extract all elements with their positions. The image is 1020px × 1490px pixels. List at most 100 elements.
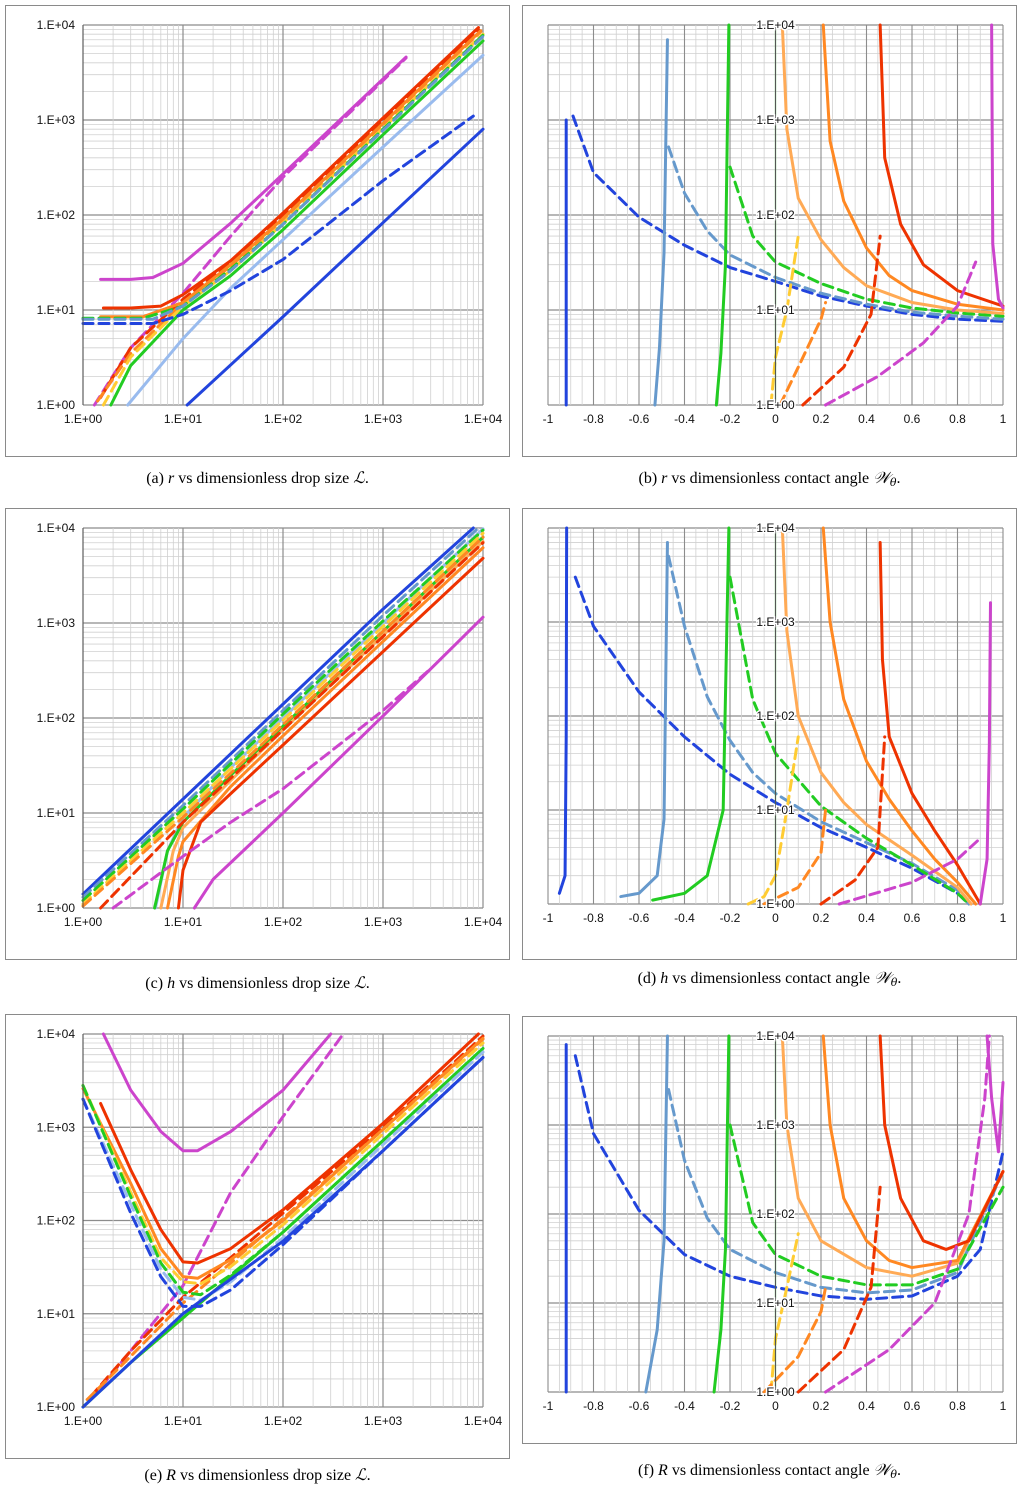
x-tick-label: 1.E+01	[164, 412, 203, 426]
x-tick-label: 0.6	[904, 1399, 921, 1413]
series-line-f-9	[762, 1285, 828, 1394]
series-line-c-9	[99, 541, 485, 910]
x-tick-label: 0.4	[858, 412, 875, 426]
series-line-c-1	[81, 526, 480, 899]
caption-b-label: (b)	[638, 470, 658, 487]
x-tick-label: 1.E+01	[164, 1414, 203, 1428]
x-tick-label: 0.8	[949, 1399, 966, 1413]
caption-c-end: .	[365, 975, 370, 992]
series-line-f-1	[573, 1054, 1005, 1301]
y-tick-label: 1.E+01	[756, 1296, 795, 1310]
chart-a: 1.E+00 1.E+01 1.E+02 1.E+03 1.E+04 1.E+00 1.E+…	[5, 5, 510, 457]
series-line-c-0	[81, 526, 475, 896]
x-tick-label: 0.2	[813, 1399, 830, 1413]
series-line-f-12	[985, 1034, 1005, 1154]
x-tick-label: 0.8	[949, 911, 966, 925]
series-line-c-10	[176, 556, 485, 910]
x-tick-label: 1.E+02	[264, 915, 303, 929]
chart-c: 1.E+00 1.E+01 1.E+02 1.E+03 1.E+04 1.E+00 1.E+…	[5, 508, 510, 960]
y-tick-label: 1.E+00	[37, 398, 76, 412]
x-tick-label: 1.E+00	[64, 412, 103, 426]
y-tick-label: 1.E+03	[756, 1118, 795, 1132]
caption-c: (c) h vs dimensionless drop size ℒ.	[5, 973, 510, 993]
chart-panel-d: 1.E+00 1.E+01 1.E+02 1.E+03 1.E+04 -1 -0.8 -0.6…	[522, 508, 1017, 960]
caption-b: (b) r vs dimensionless contact angle 𝒲θ.	[522, 468, 1017, 489]
y-tick-label: 1.E+02	[756, 208, 795, 222]
x-tick-label: -0.6	[629, 412, 650, 426]
y-tick-label: 1.E+01	[37, 1307, 76, 1321]
series-line-e-0	[101, 1032, 333, 1153]
series-line-d-0	[557, 526, 569, 895]
series-line-e-3	[89, 1034, 485, 1398]
series-line-b-5	[728, 165, 1005, 318]
y-tick-label: 1.E+03	[756, 113, 795, 127]
caption-f-label: (f)	[638, 1462, 655, 1479]
series-line-b-3	[667, 145, 1005, 321]
y-tick-label: 1.E+04	[37, 1027, 76, 1041]
caption-d: (d) h vs dimensionless contact angle 𝒲θ.	[522, 968, 1017, 989]
x-tick-label: -1	[543, 412, 554, 426]
x-tick-label: -0.8	[583, 911, 604, 925]
tick-labels: 1.E+00 1.E+01 1.E+02 1.E+03 1.E+04 1.E+00 1.E+…	[37, 1027, 503, 1428]
caption-e-end: .	[366, 1467, 371, 1484]
tick-labels: 1.E+00 1.E+01 1.E+02 1.E+03 1.E+04 1.E+00 1.E+…	[37, 521, 503, 929]
series-line-a-12	[81, 114, 475, 326]
chart-panel-a: 1.E+00 1.E+01 1.E+02 1.E+03 1.E+04 1.E+00 1.E+…	[5, 5, 510, 457]
caption-c-var: h	[167, 975, 176, 992]
caption-d-var: h	[660, 970, 669, 987]
x-tick-label: 1	[1000, 1399, 1007, 1413]
caption-b-var: r	[661, 470, 668, 487]
caption-f-var: R	[658, 1462, 668, 1479]
series-line-f-2	[644, 1034, 669, 1394]
series-line-b-7	[780, 23, 1005, 315]
series-group	[564, 23, 1005, 407]
chart-panel-b: 1.E+00 1.E+01 1.E+02 1.E+03 1.E+04 -1 -0.8 -0.6…	[522, 5, 1017, 457]
y-tick-label: 1.E+02	[37, 711, 76, 725]
x-tick-label: 1.E+03	[364, 412, 403, 426]
chart-frame	[522, 508, 1017, 960]
series-line-d-2	[619, 541, 669, 899]
chart-e: 1.E+00 1.E+01 1.E+02 1.E+03 1.E+04 1.E+00 1.E+…	[5, 1014, 510, 1459]
y-tick-label: 1.E+04	[37, 18, 76, 32]
chart-f: 1.E+00 1.E+01 1.E+02 1.E+03 1.E+04 -1 -0.8 -0.6…	[522, 1016, 1017, 1444]
series-line-d-5	[728, 575, 971, 906]
caption-f-text: vs dimensionless contact angle	[671, 1462, 870, 1479]
series-line-b-6	[769, 234, 800, 407]
caption-b-symbol: 𝒲	[873, 468, 890, 487]
x-tick-label: -1	[543, 911, 554, 925]
y-tick-label: 1.E+02	[756, 709, 795, 723]
series-line-f-6	[769, 1232, 800, 1394]
series-group	[81, 1032, 485, 1409]
y-tick-label: 1.E+03	[37, 616, 76, 630]
series-line-c-3	[81, 528, 485, 902]
y-tick-label: 1.E+04	[756, 18, 795, 32]
chart-panel-c: 1.E+00 1.E+01 1.E+02 1.E+03 1.E+04 1.E+00 1.E+…	[5, 508, 510, 960]
series-line-c-12	[192, 615, 485, 910]
caption-f-symbol: 𝒲	[873, 1460, 891, 1479]
chart-panel-e: 1.E+00 1.E+01 1.E+02 1.E+03 1.E+04 1.E+00 1.E+…	[5, 1014, 510, 1459]
caption-c-symbol: ℒ	[354, 973, 366, 992]
series-line-b-11	[801, 234, 882, 407]
caption-a-label: (a)	[146, 470, 164, 487]
x-tick-label: -0.8	[583, 412, 604, 426]
caption-e-text: vs dimensionless drop size	[179, 1467, 352, 1484]
x-tick-label: 1.E+00	[64, 1414, 103, 1428]
x-tick-label: -0.4	[674, 412, 695, 426]
series-line-b-10	[878, 23, 1005, 308]
tick-labels: 1.E+00 1.E+01 1.E+02 1.E+03 1.E+04 -1 -0.8 -0.6…	[543, 1028, 1007, 1414]
y-tick-label: 1.E+00	[37, 1400, 76, 1414]
caption-d-sub: θ	[890, 976, 898, 989]
series-line-d-13	[837, 836, 982, 906]
series-line-b-2	[653, 38, 669, 407]
caption-f-sub: θ	[890, 1468, 897, 1481]
x-tick-label: 0.2	[813, 911, 830, 925]
series-line-f-11	[796, 1185, 882, 1394]
x-tick-label: 0.2	[813, 412, 830, 426]
series-line-d-12	[978, 601, 992, 906]
x-tick-label: 0	[772, 412, 779, 426]
series-line-d-9	[762, 808, 828, 906]
series-line-a-0	[99, 55, 408, 281]
caption-e-label: (e)	[144, 1467, 163, 1484]
